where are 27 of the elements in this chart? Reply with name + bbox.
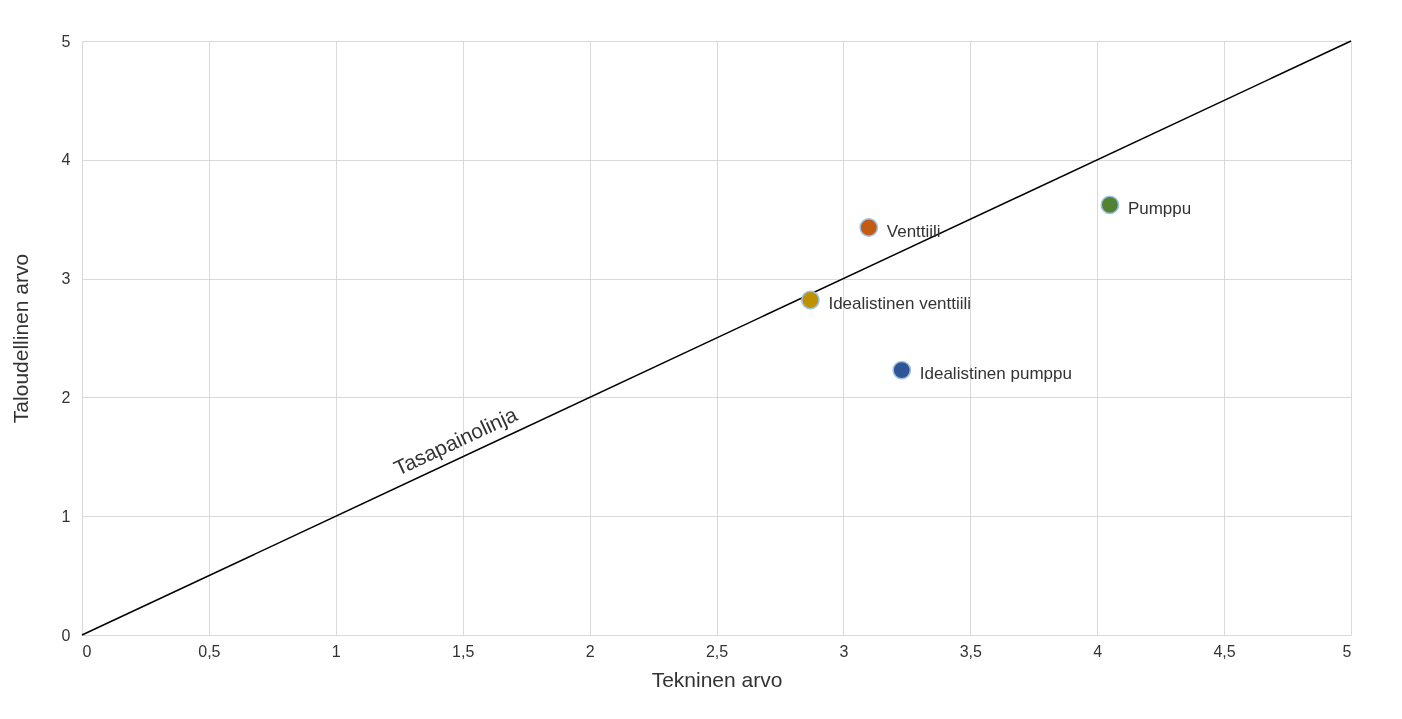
y-tick-label: 5: [61, 32, 71, 50]
series-label: Idealistinen venttiili: [828, 293, 972, 313]
series-label: Pumppu: [1127, 198, 1192, 218]
x-tick-label: 1,5: [452, 642, 475, 660]
y-tick-label: 1: [61, 507, 71, 525]
series-label: Idealistinen pumppu: [919, 364, 1072, 384]
x-tick-label: 4,5: [1213, 642, 1236, 660]
x-tick-label: 2,5: [705, 642, 729, 660]
series-label: Venttiili: [886, 221, 941, 241]
point: [859, 218, 879, 237]
y-axis-title: Taloudellinen arvo: [8, 253, 32, 424]
point: [801, 290, 820, 310]
x-tick-label: 1: [331, 642, 341, 660]
x-tick-label: 3,5: [959, 642, 983, 660]
y-tick-label: 2: [61, 388, 71, 406]
x-tick-label: 0: [82, 642, 92, 660]
point: [1100, 195, 1120, 215]
x-tick-label: 0,5: [198, 642, 221, 660]
y-tick-label: 0: [61, 626, 71, 644]
x-tick-label: 4: [1093, 642, 1103, 660]
x-tick-label: 5: [1342, 642, 1352, 660]
point: [892, 360, 912, 380]
x-tick-label: 2: [585, 642, 595, 660]
x-tick-label: 3: [839, 642, 849, 660]
y-tick-label: 4: [61, 151, 71, 169]
y-tick-label: 3: [61, 270, 71, 288]
x-axis-title: Tekninen arvo: [651, 667, 783, 691]
